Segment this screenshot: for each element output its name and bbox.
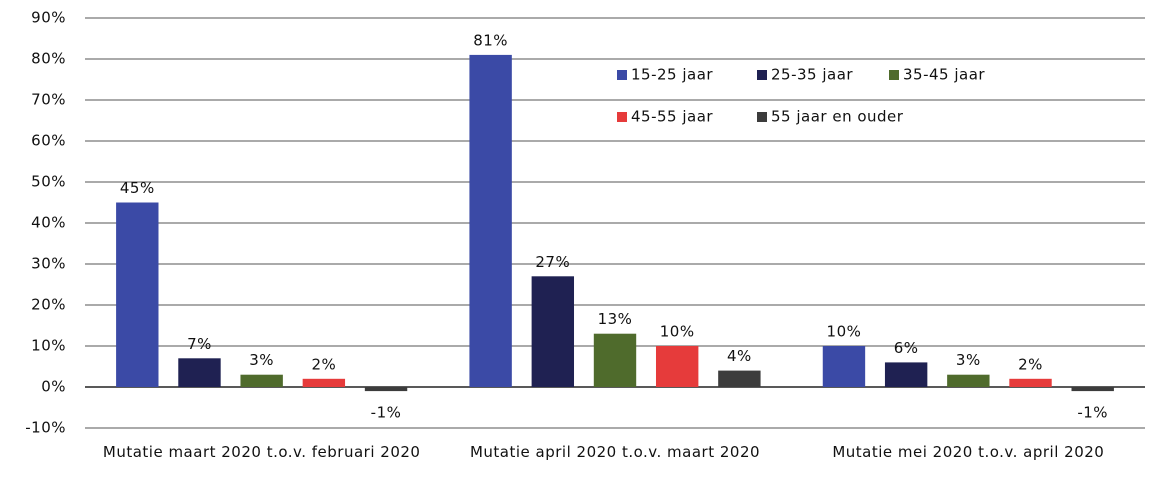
bar (593, 333, 637, 387)
y-tick-label: 50% (31, 173, 66, 191)
bar (116, 202, 159, 387)
value-label: 27% (535, 253, 570, 271)
legend-swatch (757, 112, 767, 122)
value-label: 13% (598, 310, 633, 328)
bar (469, 54, 512, 388)
legend-swatch (617, 70, 627, 80)
y-tick-label: 30% (31, 255, 66, 273)
value-label: 3% (249, 351, 274, 369)
value-label: 3% (956, 351, 981, 369)
legend-swatch (889, 70, 899, 80)
value-label: -1% (371, 404, 402, 422)
y-tick-label: 90% (31, 9, 66, 27)
y-tick-label: 0% (41, 378, 66, 396)
y-tick-label: 20% (31, 296, 66, 314)
value-label: 4% (727, 347, 752, 365)
value-label: 10% (827, 323, 862, 341)
value-label: 45% (120, 179, 155, 197)
value-label: 6% (894, 339, 919, 357)
x-tick-label: Mutatie mei 2020 t.o.v. april 2020 (832, 443, 1104, 461)
bar (364, 387, 408, 392)
bar (718, 370, 761, 387)
y-tick-label: 40% (31, 214, 66, 232)
bar (1071, 387, 1114, 392)
value-label: 10% (660, 323, 695, 341)
bar (655, 346, 699, 387)
bar (531, 276, 575, 387)
value-label: -1% (1077, 404, 1108, 422)
bar (947, 374, 990, 387)
bar (1009, 378, 1052, 387)
value-label: 2% (1018, 355, 1043, 373)
legend-swatch (617, 112, 627, 122)
legend-swatch (757, 70, 767, 80)
bar (884, 362, 928, 387)
legend-label: 45-55 jaar (631, 108, 713, 126)
bar (302, 378, 346, 387)
bar (178, 358, 221, 387)
y-tick-label: 10% (31, 337, 66, 355)
y-tick-label: 70% (31, 91, 66, 109)
legend-label: 35-45 jaar (903, 66, 985, 84)
value-label: 7% (187, 335, 212, 353)
legend-label: 15-25 jaar (631, 66, 713, 84)
x-tick-label: Mutatie april 2020 t.o.v. maart 2020 (470, 443, 760, 461)
bar (822, 346, 866, 387)
legend-label: 25-35 jaar (771, 66, 853, 84)
x-tick-label: Mutatie maart 2020 t.o.v. februari 2020 (103, 443, 421, 461)
y-tick-label: 60% (31, 132, 66, 150)
y-tick-label: 80% (31, 50, 66, 68)
value-label: 2% (311, 355, 336, 373)
legend-label: 55 jaar en ouder (771, 108, 904, 126)
y-tick-label: -10% (25, 419, 66, 437)
bar (240, 374, 283, 387)
value-label: 81% (473, 31, 508, 49)
